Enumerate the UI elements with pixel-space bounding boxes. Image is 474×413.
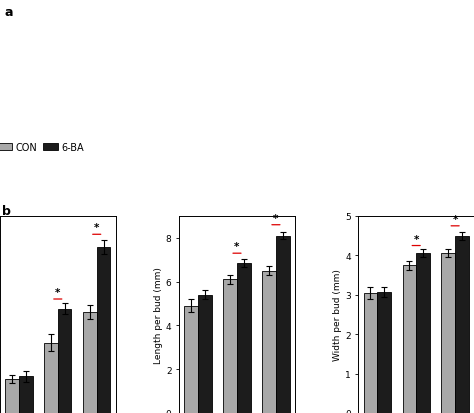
Bar xyxy=(44,343,58,413)
Bar xyxy=(262,271,276,413)
Text: *: * xyxy=(453,214,458,224)
Text: *: * xyxy=(413,234,419,244)
Text: *: * xyxy=(234,242,240,252)
Bar xyxy=(58,309,72,413)
Text: *: * xyxy=(273,213,279,223)
Bar xyxy=(441,254,455,413)
Bar xyxy=(223,280,237,413)
Bar xyxy=(5,379,19,413)
Legend: CON, 6-BA: CON, 6-BA xyxy=(0,139,88,157)
Bar xyxy=(184,306,198,413)
Bar xyxy=(198,295,212,413)
Bar xyxy=(377,292,391,413)
Bar xyxy=(455,236,469,413)
Bar xyxy=(402,266,416,413)
Bar xyxy=(237,263,251,413)
Text: a: a xyxy=(5,6,13,19)
Text: *: * xyxy=(94,223,100,233)
Bar xyxy=(416,254,430,413)
Bar xyxy=(19,377,33,413)
Bar xyxy=(364,293,377,413)
Text: b: b xyxy=(2,204,11,217)
Bar xyxy=(97,247,110,413)
Y-axis label: Length per bud (mm): Length per bud (mm) xyxy=(154,266,163,363)
Y-axis label: Width per bud (mm): Width per bud (mm) xyxy=(333,269,342,361)
Bar xyxy=(276,236,290,413)
Bar xyxy=(83,312,97,413)
Text: *: * xyxy=(55,287,61,297)
